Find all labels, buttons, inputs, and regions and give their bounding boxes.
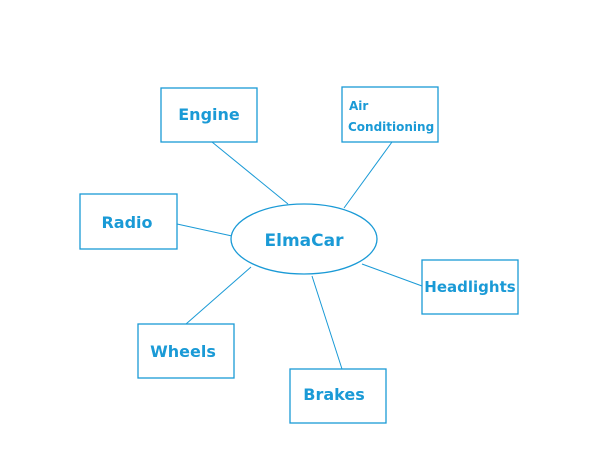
air-conditioning-label-line1: Air [349,99,368,113]
edge-air-conditioning [343,141,393,209]
edge-wheels [185,266,252,325]
engine-label: Engine [178,105,240,124]
node-brakes[interactable]: Brakes [289,368,387,424]
radio-box [79,193,178,250]
node-engine[interactable]: Engine [160,87,258,143]
headlights-box [421,259,519,315]
radio-label: Radio [101,213,152,232]
node-air-conditioning[interactable]: Air Conditioning [341,86,439,143]
brakes-box [289,368,387,424]
node-radio[interactable]: Radio [79,193,178,250]
wheels-box [137,323,235,379]
center-label: ElmaCar [265,231,345,251]
edge-headlights [361,263,423,287]
edge-brakes [311,275,343,370]
engine-box [160,87,258,143]
wheels-label: Wheels [150,342,216,361]
headlights-label: Headlights [424,278,515,296]
air-conditioning-label-line2: Conditioning [348,120,434,134]
edge-radio [176,223,233,237]
center-ellipse [230,203,378,275]
edge-engine [211,141,289,205]
node-wheels[interactable]: Wheels [137,323,235,379]
node-headlights[interactable]: Headlights [421,259,519,315]
center-node[interactable]: ElmaCar [230,203,378,275]
brakes-label: Brakes [303,385,364,404]
air-conditioning-box [341,86,439,143]
